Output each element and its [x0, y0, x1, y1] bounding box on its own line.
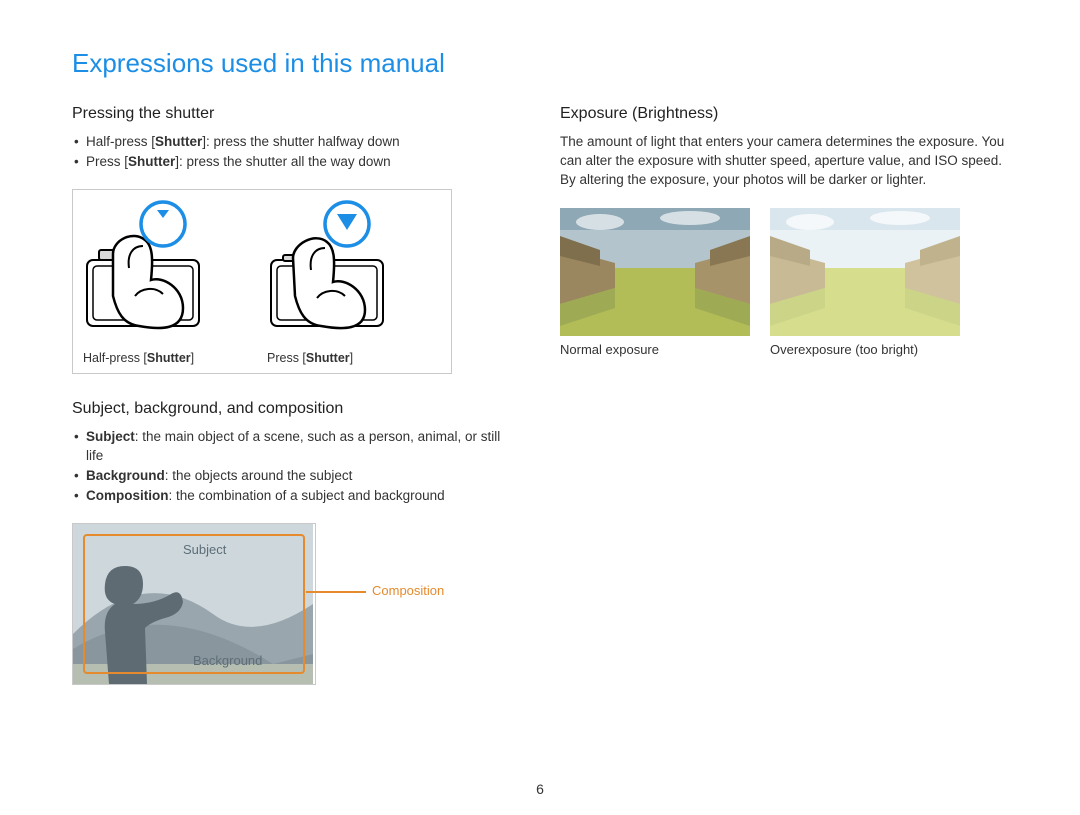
shutter-diagram-box: Half-press [Shutter] Press [Shutter] [72, 189, 452, 374]
page-title: Expressions used in this manual [72, 48, 1008, 79]
composition-label: Composition [372, 583, 444, 598]
shutter-half-press: Half-press [Shutter] [83, 200, 257, 365]
exposure-over-caption: Overexposure (too bright) [770, 342, 960, 357]
exposure-over: Overexposure (too bright) [770, 208, 960, 357]
shutter-bullets: Half-press [Shutter]: press the shutter … [72, 133, 520, 171]
exposure-heading: Exposure (Brightness) [560, 105, 1008, 123]
page-number: 6 [0, 781, 1080, 797]
exposure-examples: Normal exposure Overexposure (too brigh [560, 208, 1008, 357]
exposure-normal-caption: Normal exposure [560, 342, 750, 357]
exposure-normal: Normal exposure [560, 208, 750, 357]
subject-label: Subject [183, 542, 226, 557]
sbc-diagram-wrap: Subject Background Composition [72, 523, 520, 687]
sbc-diagram: Subject Background [72, 523, 316, 685]
list-item: Subject: the main object of a scene, suc… [72, 428, 520, 464]
list-item: Half-press [Shutter]: press the shutter … [72, 133, 520, 151]
exposure-over-image [770, 208, 960, 336]
two-column-layout: Pressing the shutter Half-press [Shutter… [72, 99, 1008, 687]
sbc-bullets: Subject: the main object of a scene, suc… [72, 428, 520, 505]
shutter-full-press-illustration [267, 200, 437, 345]
list-item: Press [Shutter]: press the shutter all t… [72, 153, 520, 171]
shutter-half-press-illustration [83, 200, 253, 345]
list-item: Background: the objects around the subje… [72, 467, 520, 485]
background-label: Background [193, 653, 262, 668]
shutter-half-press-caption: Half-press [Shutter] [83, 351, 257, 365]
shutter-heading: Pressing the shutter [72, 105, 520, 123]
shutter-full-press-caption: Press [Shutter] [267, 351, 441, 365]
list-item: Composition: the combination of a subjec… [72, 487, 520, 505]
left-column: Pressing the shutter Half-press [Shutter… [72, 99, 520, 687]
exposure-paragraph: The amount of light that enters your cam… [560, 133, 1008, 190]
exposure-normal-image [560, 208, 750, 336]
shutter-full-press: Press [Shutter] [267, 200, 441, 365]
sbc-heading: Subject, background, and composition [72, 400, 520, 418]
right-column: Exposure (Brightness) The amount of ligh… [560, 99, 1008, 687]
composition-leader-line [306, 591, 366, 593]
